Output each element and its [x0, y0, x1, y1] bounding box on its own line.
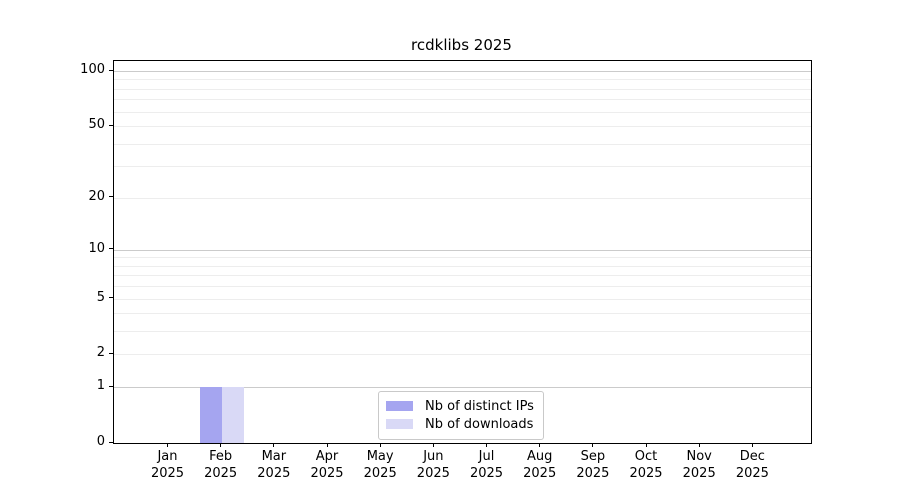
y-tick — [109, 352, 113, 354]
x-tick — [326, 443, 328, 447]
gridline-minor — [114, 99, 811, 101]
x-tick — [645, 443, 647, 447]
x-tick — [273, 443, 275, 447]
x-tick-label: May 2025 — [363, 449, 397, 481]
gridline-minor — [114, 265, 811, 267]
y-tick-label: 5 — [96, 289, 105, 305]
gridline-major — [114, 249, 811, 251]
gridline-major — [114, 71, 811, 72]
legend-item: Nb of distinct IPs — [386, 397, 534, 415]
chart-title: rcdklibs 2025 — [411, 36, 512, 54]
gridline-minor — [114, 298, 811, 300]
y-tick-label: 2 — [96, 345, 105, 361]
x-tick-label: Oct 2025 — [629, 449, 663, 481]
x-tick — [220, 443, 222, 447]
x-tick — [751, 443, 753, 447]
gridline-minor — [114, 143, 811, 145]
bar-nb-of-downloads — [221, 387, 244, 443]
x-tick-label: Aug 2025 — [523, 449, 557, 481]
y-tick-label: 100 — [80, 62, 105, 77]
x-tick — [167, 443, 168, 447]
x-tick — [432, 443, 434, 447]
x-tick-label: Mar 2025 — [257, 449, 291, 481]
x-tick-label: Jul 2025 — [469, 449, 504, 481]
plot-area — [113, 60, 812, 444]
gridline-minor — [114, 286, 811, 288]
x-tick-label: Jun 2025 — [416, 449, 450, 481]
y-tick — [109, 69, 113, 71]
legend: Nb of distinct IPs Nb of downloads — [378, 391, 544, 440]
y-tick-label: 1 — [96, 378, 105, 394]
y-tick-label: 10 — [88, 240, 105, 256]
y-tick — [109, 297, 113, 299]
y-tick — [109, 441, 113, 443]
x-tick-label: Apr 2025 — [310, 449, 344, 481]
legend-label: Nb of distinct IPs — [425, 398, 534, 414]
y-tick — [109, 124, 113, 126]
y-tick-label: 50 — [88, 117, 105, 133]
x-tick — [379, 443, 381, 447]
x-tick — [539, 443, 541, 447]
gridline-minor — [114, 275, 811, 277]
gridline-minor — [114, 111, 811, 113]
x-tick-label: Feb 2025 — [204, 449, 238, 481]
y-tick — [109, 196, 113, 198]
x-tick-label: Dec 2025 — [735, 449, 769, 481]
gridline-minor — [114, 88, 811, 90]
x-tick-label: Nov 2025 — [682, 449, 716, 481]
x-tick — [592, 443, 594, 447]
legend-item: Nb of downloads — [386, 415, 534, 433]
gridline-minor — [114, 79, 811, 81]
x-tick-label: Jan 2025 — [150, 449, 185, 481]
x-tick — [486, 443, 488, 447]
legend-swatch — [386, 401, 413, 411]
y-tick — [109, 248, 113, 250]
gridline-major — [114, 387, 811, 389]
legend-label: Nb of downloads — [425, 416, 534, 432]
gridline-minor — [114, 126, 811, 128]
gridline-minor — [114, 197, 811, 199]
gridline-minor — [114, 313, 811, 315]
y-tick-label: 20 — [88, 188, 105, 204]
y-tick — [109, 385, 113, 387]
x-tick-label: Sep 2025 — [576, 449, 610, 481]
gridline-minor — [114, 354, 811, 356]
gridline-minor — [114, 166, 811, 168]
y-tick-label: 0 — [96, 434, 105, 449]
gridline-minor — [114, 257, 811, 259]
gridline-minor — [114, 331, 811, 333]
x-tick — [698, 443, 700, 447]
bar-nb-of-distinct-ips — [199, 387, 222, 443]
legend-swatch — [386, 419, 413, 429]
